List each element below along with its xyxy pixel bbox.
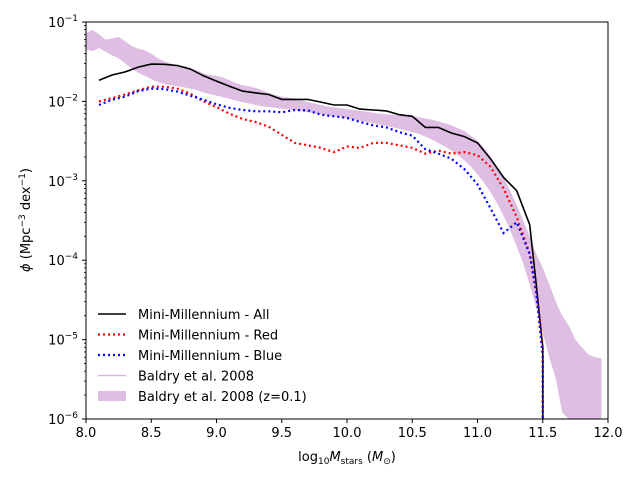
y-tick-label: 10−3 <box>48 173 78 190</box>
x-tick-label: 8.5 <box>141 426 162 441</box>
x-tick-label: 11.5 <box>528 426 557 441</box>
legend-label: Baldry et al. 2008 <box>138 370 254 385</box>
x-axis-label: log10Mstars (M⊙) <box>298 450 396 467</box>
x-tick-label: 9.5 <box>271 426 292 441</box>
y-axis-label: ϕ (Mpc−3 dex−1) <box>18 168 34 272</box>
series-layer <box>98 63 544 419</box>
y-axis: 10−6 10−5 10−4 10−3 10−2 10−1 <box>48 14 86 428</box>
legend-label: Mini-Millennium - Red <box>138 329 278 344</box>
series-line-1 <box>98 85 544 419</box>
y-tick-label: 10−2 <box>48 93 78 110</box>
x-tick-label: 10.0 <box>333 426 362 441</box>
series-line-2 <box>98 87 544 419</box>
x-tick-label: 12.0 <box>594 426 623 441</box>
x-tick-label: 9.0 <box>206 426 227 441</box>
band-layer <box>86 29 602 419</box>
x-tick-label: 10.5 <box>398 426 427 441</box>
y-tick-label: 10−6 <box>48 411 78 428</box>
series-line-0 <box>98 63 544 419</box>
y-tick-label: 10−5 <box>48 332 78 349</box>
legend-label: Mini-Millennium - All <box>138 308 270 323</box>
y-tick-label: 10−4 <box>48 252 78 269</box>
x-tick-label: 11.0 <box>463 426 492 441</box>
legend-label: Baldry et al. 2008 (z=0.1) <box>138 390 307 405</box>
legend-swatch-band <box>98 391 126 401</box>
legend-label: Mini-Millennium - Blue <box>138 349 282 364</box>
y-tick-label: 10−1 <box>48 14 78 31</box>
band-baldry-2008-z01 <box>86 29 602 419</box>
legend: Mini-Millennium - All Mini-Millennium - R… <box>98 308 307 405</box>
x-axis: 8.0 8.5 9.0 9.5 10.0 10.5 11.0 11.5 12.0 <box>76 419 623 441</box>
x-tick-label: 8.0 <box>76 426 97 441</box>
